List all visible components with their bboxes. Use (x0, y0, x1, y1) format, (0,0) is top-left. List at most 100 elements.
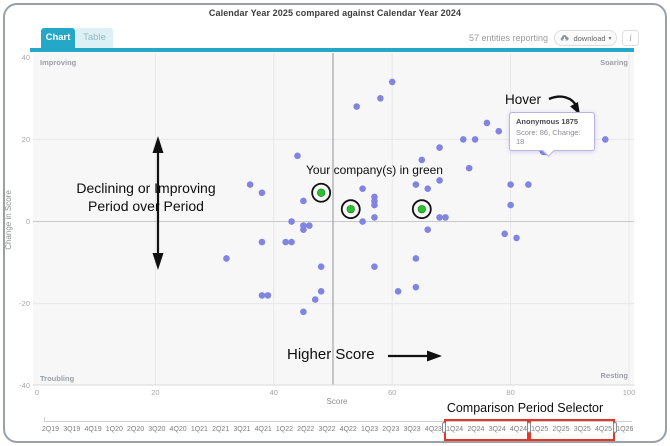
tab-chart[interactable]: Chart (41, 28, 75, 48)
data-point[interactable] (288, 238, 295, 246)
quarter-label-2q21[interactable]: 2Q21 (212, 426, 230, 433)
company-data-point[interactable] (417, 205, 426, 214)
quarter-label-3q24[interactable]: 3Q24 (488, 426, 506, 433)
data-point[interactable] (513, 234, 520, 242)
data-point[interactable] (442, 214, 449, 221)
data-point[interactable] (436, 144, 443, 151)
quarter-label-1q22[interactable]: 1Q22 (275, 426, 294, 433)
quarter-label-4q19[interactable]: 4Q19 (84, 426, 102, 433)
range-handle[interactable] (441, 422, 446, 433)
tooltip-score-change: Score: 86, Change: 18 (516, 128, 581, 146)
quarter-label-1q20[interactable]: 1Q20 (105, 426, 123, 433)
download-cloud-icon (561, 34, 570, 41)
data-point[interactable] (223, 255, 230, 262)
data-point[interactable] (258, 292, 266, 299)
quarter-label-4q23[interactable]: 4Q23 (424, 426, 442, 433)
green-point-ring (340, 199, 361, 220)
range-handle[interactable] (612, 422, 617, 433)
tooltip-entity-name: Anonymous 1875 (516, 117, 579, 126)
quarter-label-1q25[interactable]: 1Q25 (531, 426, 549, 433)
quarter-label-3q23[interactable]: 3Q23 (403, 426, 421, 433)
quarter-label-2q22[interactable]: 2Q22 (297, 426, 315, 433)
data-point[interactable] (288, 218, 295, 225)
quarter-label-3q20[interactable]: 3Q20 (148, 426, 166, 433)
data-point[interactable] (371, 201, 378, 209)
data-point[interactable] (388, 78, 396, 86)
data-point[interactable] (412, 283, 420, 291)
selector-track-tick (44, 417, 45, 422)
data-point[interactable] (300, 197, 307, 205)
comparison-period-selector-annotation: Comparison Period Selector (446, 401, 604, 415)
declining-improving-annotation: Declining or Improving Period over Perio… (76, 180, 216, 214)
quarter-label-4q22[interactable]: 4Q22 (339, 426, 357, 433)
data-point[interactable] (436, 177, 443, 184)
data-point[interactable] (412, 255, 420, 262)
data-point[interactable] (359, 185, 366, 192)
data-point[interactable] (507, 181, 514, 188)
quarter-label-2q24[interactable]: 2Q24 (467, 426, 485, 433)
data-point[interactable] (258, 238, 266, 246)
selector-track[interactable] (44, 421, 632, 422)
data-point[interactable] (459, 136, 467, 143)
quarter-label-1q24[interactable]: 1Q24 (446, 426, 464, 433)
data-point[interactable] (424, 226, 432, 234)
data-point[interactable] (602, 136, 609, 143)
range-handle[interactable] (526, 422, 531, 433)
quarter-label-3q25[interactable]: 3Q25 (573, 426, 591, 433)
quarter-label-4q25[interactable]: 4Q25 (594, 426, 613, 433)
green-point-ring (311, 182, 332, 203)
data-point[interactable] (483, 119, 491, 127)
data-point[interactable] (317, 287, 325, 295)
quarter-label-1q21[interactable]: 1Q21 (190, 426, 208, 433)
company-data-point[interactable] (346, 205, 355, 214)
x-tick-label: 0 (35, 388, 39, 397)
data-point[interactable] (246, 181, 254, 188)
x-axis-title: Score (327, 397, 348, 406)
entities-reporting-count: 57 entities reporting (468, 33, 548, 43)
data-point[interactable] (306, 222, 313, 229)
quarter-label-4q24[interactable]: 4Q24 (509, 426, 527, 433)
tab-table[interactable]: Table (76, 28, 113, 48)
data-point[interactable] (317, 263, 325, 270)
data-point[interactable] (507, 201, 514, 209)
data-point[interactable] (436, 214, 443, 221)
data-point[interactable] (394, 287, 402, 295)
quarter-label-1q23[interactable]: 1Q23 (360, 426, 379, 433)
data-point[interactable] (371, 214, 378, 221)
data-point[interactable] (300, 308, 307, 316)
quarter-label-2q25[interactable]: 2Q25 (552, 426, 570, 433)
data-point[interactable] (264, 292, 272, 299)
data-point[interactable] (353, 103, 360, 110)
data-point[interactable] (465, 164, 473, 172)
higher-score-annotation: Higher Score (287, 346, 375, 363)
data-point[interactable] (258, 189, 266, 197)
data-point[interactable] (311, 296, 319, 303)
data-point[interactable] (282, 238, 289, 246)
data-point[interactable] (359, 218, 366, 225)
data-point[interactable] (418, 156, 426, 164)
quarter-label-3q22[interactable]: 3Q22 (318, 426, 336, 433)
company-data-point[interactable] (317, 188, 326, 197)
quarter-label-4q20[interactable]: 4Q20 (169, 426, 187, 433)
data-point[interactable] (424, 185, 432, 192)
quarter-label-2q23[interactable]: 2Q23 (382, 426, 400, 433)
quarter-label-4q21[interactable]: 4Q21 (254, 426, 272, 433)
quarter-label-3q21[interactable]: 3Q21 (233, 426, 251, 433)
quarter-label-2q19[interactable]: 2Q19 (41, 426, 60, 433)
info-button[interactable]: i (622, 30, 639, 46)
data-point[interactable] (471, 136, 479, 143)
right-arrow-icon (388, 350, 442, 362)
data-point[interactable] (377, 95, 384, 102)
quarter-label-2q20[interactable]: 2Q20 (127, 426, 145, 433)
data-point[interactable] (525, 181, 532, 188)
data-point[interactable] (501, 230, 508, 238)
download-button[interactable]: download ▾ (554, 30, 617, 46)
data-point[interactable] (495, 127, 503, 135)
data-point[interactable] (412, 181, 420, 188)
data-point[interactable] (300, 226, 307, 234)
data-point[interactable] (371, 263, 378, 270)
quarter-label-1q26[interactable]: 1Q26 (616, 426, 634, 433)
data-point[interactable] (294, 152, 301, 160)
quarter-label-3q19[interactable]: 3Q19 (63, 426, 81, 433)
